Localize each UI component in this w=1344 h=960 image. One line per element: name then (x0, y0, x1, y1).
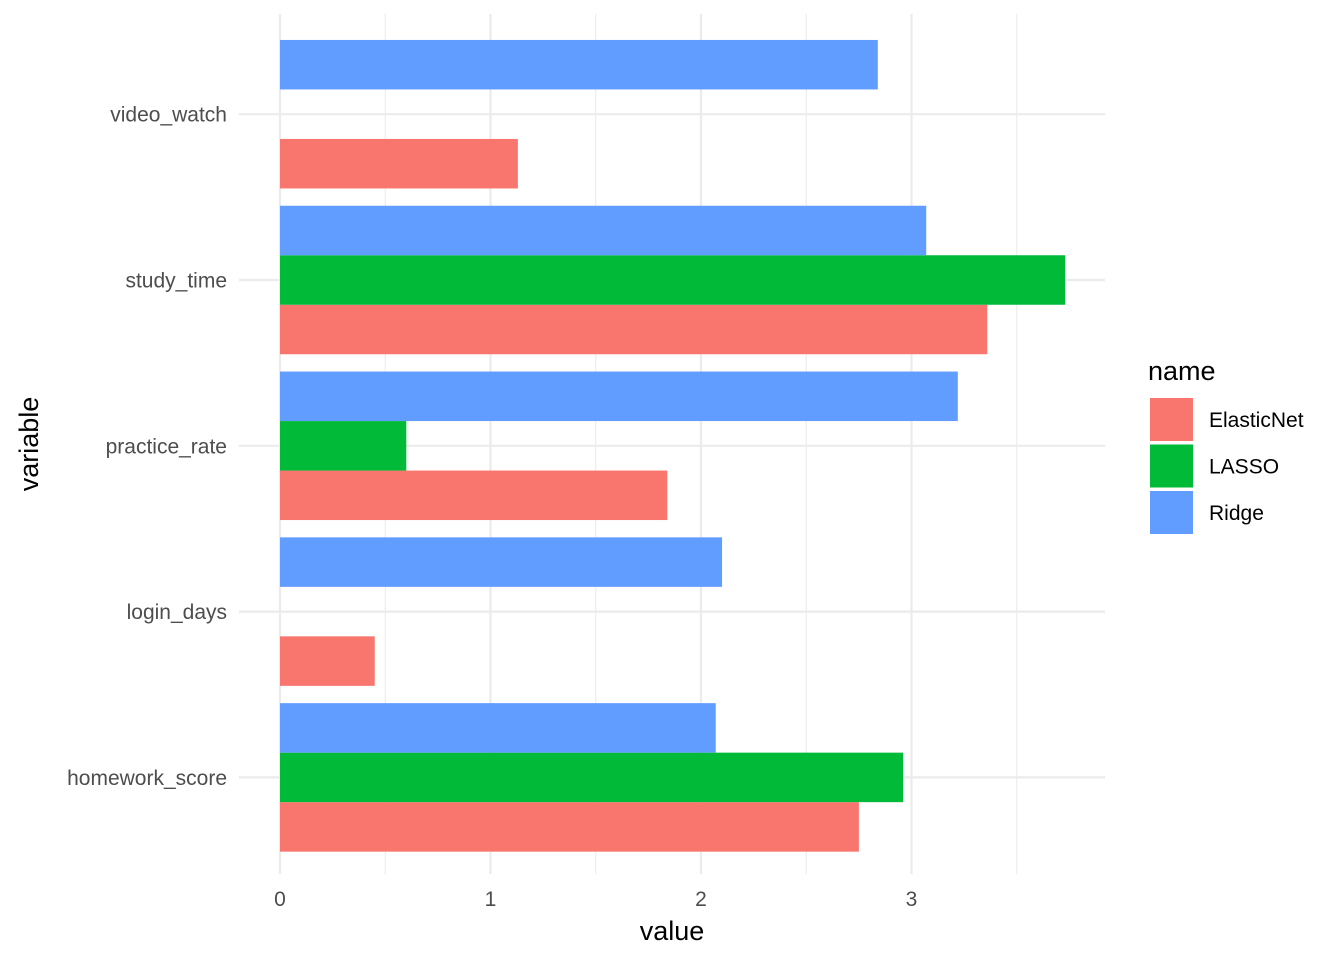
bar-lasso-study-time (280, 255, 1066, 305)
bar-ridge-study-time (280, 205, 927, 256)
y-tick-label-practice-rate: practice_rate (106, 435, 227, 458)
bar-lasso-homework-score (280, 752, 904, 803)
x-tick-label-2: 2 (695, 888, 707, 911)
x-tick-label-3: 3 (906, 888, 918, 911)
bar-elasticnet-login-days (280, 636, 375, 686)
bar-ridge-login-days (280, 537, 723, 587)
y-tick-label-video-watch: video_watch (110, 104, 227, 127)
legend-key-lasso (1150, 444, 1193, 488)
y-tick-label-login-days: login_days (127, 601, 227, 624)
y-tick-label-study-time: study_time (125, 270, 227, 293)
legend-key-ridge (1150, 491, 1193, 534)
legend-title: name (1148, 356, 1216, 386)
bar-ridge-homework-score (280, 703, 716, 753)
bar-ridge-video-watch (280, 39, 878, 90)
legend-label-elasticnet: ElasticNet (1209, 409, 1304, 432)
legend: name ElasticNet LASSO Ridge (1148, 356, 1304, 534)
x-tick-label-1: 1 (485, 888, 497, 911)
x-axis-ticks: 0 1 2 3 (274, 888, 917, 911)
x-tick-label-0: 0 (274, 888, 286, 911)
legend-label-lasso: LASSO (1209, 456, 1279, 479)
y-axis-title: variable (14, 397, 44, 492)
bar-elasticnet-video-watch (280, 138, 518, 189)
bar-ridge-practice-rate (280, 371, 958, 422)
bar-elasticnet-study-time (280, 304, 988, 355)
y-axis-ticks: homework_score login_days practice_rate stu… (67, 104, 227, 790)
legend-label-ridge: Ridge (1209, 502, 1264, 525)
bar-elasticnet-homework-score (280, 802, 859, 852)
legend-key-elasticnet (1150, 398, 1193, 441)
bar-lasso-practice-rate (280, 421, 407, 471)
y-tick-label-homework-score: homework_score (67, 767, 227, 790)
bar-elasticnet-practice-rate (280, 470, 668, 521)
bars (280, 39, 1066, 852)
x-axis-title: value (640, 916, 705, 946)
